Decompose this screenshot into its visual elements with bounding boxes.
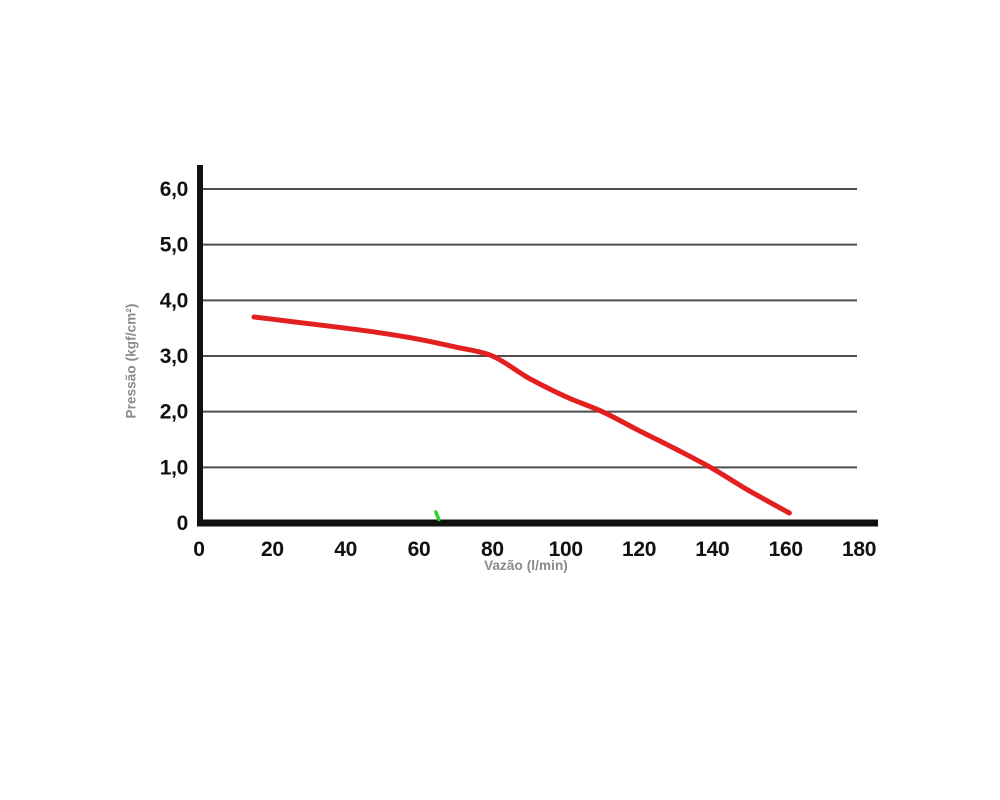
pump-curve: [251, 314, 792, 516]
x-tick-label: 100: [549, 538, 583, 561]
y-axis-title: Pressão (kgf/cm²): [123, 303, 139, 419]
x-axis-title: Vazão (l/min): [484, 558, 568, 573]
x-tick-labels: 0 20 40 60 80 100 120 140 160 180: [193, 538, 876, 561]
x-tick-label: 180: [842, 538, 876, 561]
y-tick-label: 6,0: [160, 178, 188, 201]
y-tick-label: 3,0: [160, 345, 188, 368]
x-tick-label: 40: [334, 538, 357, 561]
x-tick-label: 160: [769, 538, 803, 561]
green-tick-mark: [434, 510, 441, 522]
axes: [197, 165, 878, 527]
y-tick-label: 0: [177, 512, 188, 535]
y-tick-label: 1,0: [160, 456, 188, 479]
y-tick-label: 5,0: [160, 234, 188, 257]
x-tick-label: 0: [193, 538, 204, 561]
x-tick-label: 60: [408, 538, 431, 561]
gridlines: [200, 187, 857, 469]
y-tick-label: 2,0: [160, 401, 188, 424]
x-tick-label: 20: [261, 538, 284, 561]
x-tick-label: 140: [695, 538, 729, 561]
y-tick-labels: 0 1,0 2,0 3,0 4,0 5,0 6,0: [160, 178, 189, 535]
x-tick-label: 80: [481, 538, 504, 561]
y-tick-label: 4,0: [160, 289, 188, 312]
x-tick-label: 120: [622, 538, 656, 561]
